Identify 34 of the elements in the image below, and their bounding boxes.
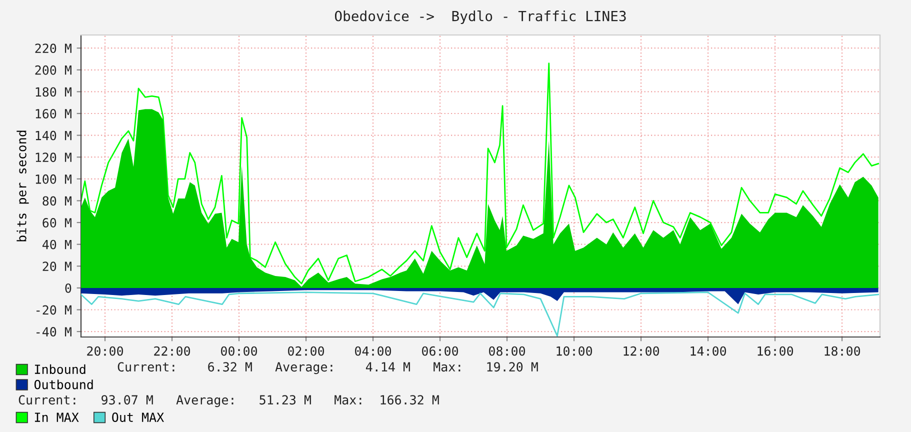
y-tick-label: 80 M — [42, 196, 72, 206]
x-tick-label: 12:00 — [624, 346, 660, 356]
y-tick-label: 40 M — [42, 240, 72, 250]
y-tick-label: 60 M — [42, 218, 72, 228]
y-tick-label: -20 M — [36, 305, 72, 315]
x-tick-label: 02:00 — [288, 346, 324, 356]
y-tick-label: 200 M — [35, 65, 72, 75]
y-tick-label: -40 M — [36, 327, 72, 337]
x-tick-label: 04:00 — [355, 346, 392, 356]
y-tick-label: 180 M — [36, 87, 72, 97]
y-tick-label: 140 M — [36, 130, 72, 140]
text: Current: 6.32 M Average: 4.14 M Max: 19.20 M — [118, 362, 538, 374]
legend-label: Outbound — [34, 380, 93, 390]
y-tick-label: 160 M — [36, 109, 72, 118]
y-tick-label: 120 M — [36, 152, 72, 162]
y-tick-label: 220 M — [35, 44, 72, 54]
x-tick-label: 06:00 — [422, 346, 458, 356]
y-tick-label: 20 M — [42, 262, 72, 272]
x-tick-label: 18:00 — [824, 346, 860, 356]
x-tick-label: 20:00 — [87, 346, 124, 356]
text: Current: 93.07 M Average: 51.23 M Max: 166.32 M — [18, 395, 439, 408]
x-tick-label: 08:00 — [489, 346, 526, 356]
x-tick-label: 00:00 — [221, 346, 258, 356]
chart-title: Obedovice -> Bydlo - Traffic LINE3 — [334, 10, 626, 24]
legend-label: Inbound — [34, 364, 86, 374]
x-tick-label: 14:00 — [690, 346, 726, 356]
y-tick-label: 0 — [65, 283, 72, 293]
y-tick-label: 100 M — [36, 174, 72, 184]
x-tick-label: 22:00 — [154, 346, 190, 356]
x-tick-label: 16:00 — [758, 346, 794, 356]
x-tick-label: 10:00 — [556, 346, 592, 356]
y-axis-title: bits per second — [16, 130, 29, 242]
legend-label: In MAX — [34, 412, 79, 422]
legend-label: Out MAX — [112, 412, 164, 422]
